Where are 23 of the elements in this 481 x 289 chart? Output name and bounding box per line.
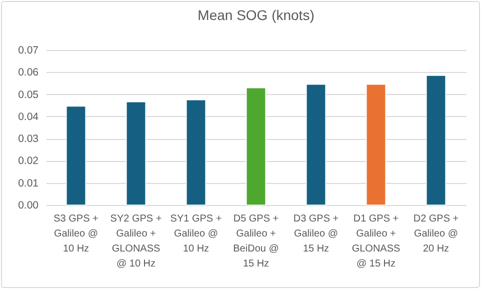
x-tick-label: D5 GPS + Galileo + BeiDou @ 15 Hz: [233, 214, 279, 270]
bar: [126, 101, 146, 206]
y-tick-label: 0.05: [18, 88, 39, 101]
y-tick-label: 0.04: [18, 110, 39, 123]
x-tick-label: S3 GPS + Galileo @ 10 Hz: [54, 214, 99, 254]
x-tick-label: D2 GPS + Galileo @ 20 Hz: [413, 214, 459, 254]
y-tick-label: 0.06: [18, 66, 39, 79]
y-tick-label: 0.00: [18, 200, 39, 212]
bar: [186, 99, 206, 206]
bar: [66, 106, 86, 206]
x-tick-label: D1 GPS + Galileo + GLONASS @ 15 Hz: [352, 214, 400, 270]
y-tick-label: 0.02: [18, 155, 39, 168]
chart-title: Mean SOG (knots): [198, 7, 314, 23]
y-tick-label: 0.07: [18, 44, 39, 56]
y-tick-label: 0.01: [18, 177, 39, 190]
bar: [246, 87, 266, 206]
bar: [306, 84, 326, 206]
x-tick-label: D3 GPS + Galileo @ 15 Hz: [293, 214, 339, 254]
y-tick-label: 0.03: [18, 133, 39, 146]
bar: [366, 84, 386, 206]
bar: [426, 75, 446, 206]
x-tick-label: SY2 GPS + Galileo + GLONASS @ 10 Hz: [110, 214, 162, 270]
x-tick-label: SY1 GPS + Galileo @ 10 Hz: [170, 214, 222, 254]
